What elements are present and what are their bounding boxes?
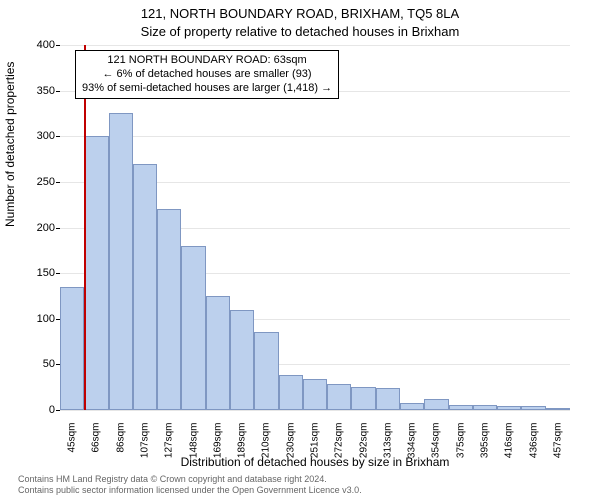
- y-tick-label: 0: [15, 404, 55, 416]
- histogram-bar: [303, 379, 327, 410]
- x-tick-label: 395sqm: [480, 423, 491, 473]
- annotation-line: ← 6% of detached houses are smaller (93): [82, 68, 332, 82]
- x-tick-label: 127sqm: [164, 423, 175, 473]
- chart-title: 121, NORTH BOUNDARY ROAD, BRIXHAM, TQ5 8…: [0, 6, 600, 21]
- histogram-bar: [254, 332, 278, 410]
- histogram-bar: [206, 296, 230, 410]
- gridline: [60, 45, 570, 46]
- y-tick-label: 50: [15, 358, 55, 370]
- y-tick-mark: [56, 91, 60, 92]
- x-tick-label: 169sqm: [212, 423, 223, 473]
- histogram-bar: [449, 405, 473, 410]
- x-tick-label: 272sqm: [334, 423, 345, 473]
- histogram-bar: [473, 405, 497, 410]
- histogram-bar: [424, 399, 448, 410]
- annotation-box: 121 NORTH BOUNDARY ROAD: 63sqm ← 6% of d…: [75, 50, 339, 99]
- x-tick-label: 457sqm: [552, 423, 563, 473]
- x-tick-label: 334sqm: [407, 423, 418, 473]
- y-tick-mark: [56, 45, 60, 46]
- x-tick-label: 45sqm: [67, 423, 78, 473]
- y-tick-label: 200: [15, 222, 55, 234]
- histogram-bar: [230, 310, 254, 410]
- y-tick-mark: [56, 410, 60, 411]
- y-tick-label: 250: [15, 176, 55, 188]
- y-tick-mark: [56, 319, 60, 320]
- chart-subtitle: Size of property relative to detached ho…: [0, 24, 600, 39]
- y-tick-label: 350: [15, 85, 55, 97]
- x-tick-label: 189sqm: [237, 423, 248, 473]
- y-tick-label: 400: [15, 39, 55, 51]
- x-tick-label: 436sqm: [528, 423, 539, 473]
- y-tick-mark: [56, 182, 60, 183]
- x-tick-label: 86sqm: [115, 423, 126, 473]
- y-tick-label: 150: [15, 267, 55, 279]
- footer-line: Contains HM Land Registry data © Crown c…: [18, 474, 362, 485]
- y-tick-mark: [56, 136, 60, 137]
- y-tick-mark: [56, 228, 60, 229]
- chart-container: 121, NORTH BOUNDARY ROAD, BRIXHAM, TQ5 8…: [0, 0, 600, 500]
- histogram-bar: [279, 375, 303, 410]
- x-tick-label: 416sqm: [504, 423, 515, 473]
- histogram-bar: [400, 403, 424, 410]
- y-tick-mark: [56, 364, 60, 365]
- annotation-line: 121 NORTH BOUNDARY ROAD: 63sqm: [82, 54, 332, 68]
- histogram-bar: [60, 287, 84, 410]
- histogram-bar: [109, 113, 133, 410]
- x-tick-label: 148sqm: [188, 423, 199, 473]
- x-tick-label: 375sqm: [455, 423, 466, 473]
- histogram-bar: [546, 408, 570, 410]
- histogram-bar: [351, 387, 375, 410]
- x-tick-label: 210sqm: [261, 423, 272, 473]
- x-tick-label: 66sqm: [91, 423, 102, 473]
- histogram-bar: [84, 136, 108, 410]
- gridline: [60, 410, 570, 411]
- x-tick-label: 230sqm: [285, 423, 296, 473]
- y-tick-label: 300: [15, 130, 55, 142]
- histogram-bar: [327, 384, 351, 410]
- histogram-bar: [133, 164, 157, 410]
- annotation-line: 93% of semi-detached houses are larger (…: [82, 82, 332, 96]
- x-tick-label: 292sqm: [358, 423, 369, 473]
- y-tick-label: 100: [15, 313, 55, 325]
- footer-line: Contains public sector information licen…: [18, 485, 362, 496]
- histogram-bar: [521, 406, 545, 410]
- histogram-bar: [497, 406, 521, 410]
- x-tick-label: 313sqm: [382, 423, 393, 473]
- y-tick-mark: [56, 273, 60, 274]
- histogram-bar: [376, 388, 400, 410]
- x-tick-label: 354sqm: [431, 423, 442, 473]
- x-tick-label: 251sqm: [310, 423, 321, 473]
- footer-attribution: Contains HM Land Registry data © Crown c…: [18, 474, 362, 496]
- histogram-bar: [157, 209, 181, 410]
- gridline: [60, 136, 570, 137]
- histogram-bar: [181, 246, 205, 410]
- x-tick-label: 107sqm: [140, 423, 151, 473]
- marker-line: [84, 45, 86, 410]
- plot-area: [60, 45, 570, 410]
